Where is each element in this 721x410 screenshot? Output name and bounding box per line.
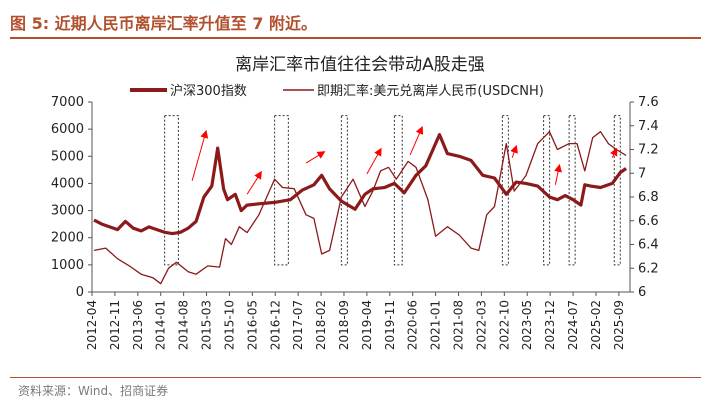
x-tick-label: 2013-06 (131, 300, 145, 350)
figure-label: 图 5: 近期人民币离岸汇率升值至 7 附近。 (10, 14, 317, 33)
y-tick-label: 4000 (51, 176, 84, 191)
trend-arrow (366, 147, 382, 175)
chart-title: 离岸汇率市值往往会带动A股走强 (235, 55, 485, 75)
trend-arrow (510, 144, 518, 158)
y2-tick-label: 6.6 (638, 214, 659, 229)
footer-rule (10, 377, 701, 378)
x-tick-label: 2020-06 (406, 300, 420, 350)
x-tick-label: 2021-08 (452, 300, 466, 350)
y2-tick-label: 7.4 (638, 119, 659, 134)
trend-arrow (610, 147, 618, 158)
series-line-csi300 (93, 133, 628, 236)
trend-arrow (305, 151, 326, 164)
y-tick-label: 2000 (51, 231, 84, 246)
y2-tick-label: 6.8 (638, 190, 659, 205)
x-tick-label: 2014-01 (154, 300, 168, 350)
x-tick-label: 2012-04 (85, 300, 99, 350)
x-tick-label: 2025-09 (612, 300, 626, 350)
y-tick-label: 3000 (51, 204, 84, 219)
y2-tick-label: 7.2 (638, 143, 659, 158)
trend-arrow (246, 170, 262, 195)
highlight-box (274, 115, 289, 266)
x-tick-label: 2023-12 (543, 300, 557, 350)
y2-tick-label: 7 (638, 166, 646, 181)
y-tick-label: 0 (76, 285, 84, 300)
x-tick-label: 2012-11 (108, 300, 122, 350)
x-tick-label: 2022-10 (497, 300, 511, 350)
figure-header: 图 5: 近期人民币离岸汇率升值至 7 附近。 (10, 6, 701, 39)
x-tick-label: 2016-05 (245, 300, 259, 350)
highlight-box (613, 115, 621, 266)
x-tick-label: 2023-05 (520, 300, 534, 350)
y-tick-label: 1000 (51, 258, 84, 273)
trend-arrow (554, 163, 563, 185)
x-tick-label: 2025-02 (589, 300, 603, 350)
legend: 沪深300指数 即期汇率:美元兑离岸人民币(USDCNH) (130, 83, 544, 99)
y2-tick-label: 6.4 (638, 238, 659, 253)
y2-tick-label: 7.6 (638, 95, 659, 110)
series-line-usdcnh (93, 131, 627, 285)
y2-tick-label: 6 (638, 285, 646, 300)
x-tick-label: 2014-08 (177, 300, 191, 350)
x-tick-label: 2015-10 (222, 300, 236, 350)
trend-arrow (409, 125, 424, 156)
x-tick-label: 2019-11 (383, 300, 397, 350)
highlight-box (568, 115, 576, 266)
header-rule (10, 37, 701, 39)
x-tick-label: 2021-01 (429, 300, 443, 350)
chart-svg: 离岸汇率市值往往会带动A股走强 沪深300指数 即期汇率:美元兑离岸人民币(US… (51, 55, 659, 350)
x-tick-label: 2018-09 (337, 300, 351, 350)
x-tick-label: 2017-07 (291, 300, 305, 350)
highlight-box (393, 115, 403, 266)
x-tick-label: 2019-04 (360, 300, 374, 350)
y-tick-label: 7000 (51, 95, 84, 110)
highlight-box (340, 115, 348, 266)
highlight-box (543, 115, 551, 266)
source-note: 资料来源：Wind、招商证券 (18, 384, 169, 398)
x-tick-label: 2022-03 (474, 300, 488, 350)
x-tick-label: 2024-07 (566, 300, 580, 350)
y-tick-label: 5000 (51, 149, 84, 164)
x-tick-label: 2016-12 (268, 300, 282, 350)
x-tick-label: 2015-03 (200, 300, 214, 350)
highlight-box (164, 115, 179, 266)
trend-arrow (191, 129, 209, 181)
plot-layer: 0 1000 2000 3000 4000 5000 6000 7000 6 6.2 6.4 6.6 6… (51, 95, 659, 350)
y2-tick-label: 6.2 (638, 261, 659, 276)
chart-area: 离岸汇率市值往往会带动A股走强 沪深300指数 即期汇率:美元兑离岸人民币(US… (0, 40, 721, 380)
legend-label-usdcnh: 即期汇率:美元兑离岸人民币(USDCNH) (317, 83, 544, 99)
legend-label-csi300: 沪深300指数 (170, 83, 247, 99)
x-tick-label: 2018-02 (314, 300, 328, 350)
y-tick-label: 6000 (51, 122, 84, 137)
